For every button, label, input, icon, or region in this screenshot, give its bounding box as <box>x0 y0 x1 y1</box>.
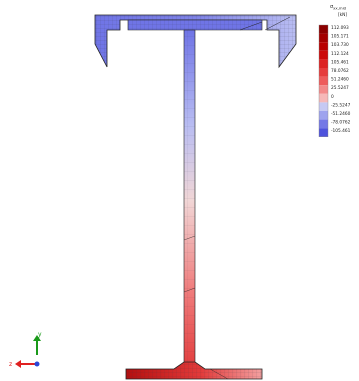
legend-swatch <box>319 102 328 111</box>
web <box>183 29 196 373</box>
y-axis-label: y <box>38 331 42 338</box>
axis-triad: y z <box>9 331 42 368</box>
legend-swatch <box>319 42 328 51</box>
z-axis-arrowhead <box>15 360 21 368</box>
legend-label: 78.0762 <box>331 68 349 74</box>
legend-swatch <box>319 68 328 77</box>
legend-title: σxx,mid <box>330 4 347 11</box>
legend-swatch <box>319 119 328 129</box>
legend-swatch <box>319 76 328 86</box>
legend-swatch <box>319 50 328 60</box>
legend-label: 105.461 <box>331 59 349 65</box>
legend-swatch <box>319 111 328 120</box>
legend-label: 112.093 <box>331 25 349 31</box>
legend-label: 0 <box>331 94 334 100</box>
legend-label: 103.730 <box>331 42 349 48</box>
legend-label: 112.124 <box>331 51 349 57</box>
legend-label: -78.0762 <box>331 120 351 126</box>
legend-label: -25.5247 <box>331 102 351 108</box>
x-axis-out-of-plane-icon <box>34 361 40 367</box>
top-flange <box>94 14 297 69</box>
legend-swatch <box>319 85 328 94</box>
legend-label: 105.171 <box>331 34 349 40</box>
legend-label: 51.2460 <box>331 77 349 83</box>
legend-swatch <box>319 59 328 68</box>
legend-label: -105.461 <box>331 128 351 134</box>
legend-units: [kN] <box>338 12 347 18</box>
legend-label: -51.2460 <box>331 111 351 117</box>
stress-legend: σxx,mid [kN] 112.093 105.171 103.730 112.12… <box>318 4 351 138</box>
bottom-flange <box>125 361 263 380</box>
legend-swatch <box>319 25 328 34</box>
legend-swatch <box>319 93 328 103</box>
z-axis-label: z <box>9 361 12 368</box>
legend-label: 25.5247 <box>331 85 349 91</box>
legend-swatch <box>319 128 328 137</box>
y-axis-arrowhead <box>33 335 41 341</box>
legend-swatch <box>319 33 328 43</box>
